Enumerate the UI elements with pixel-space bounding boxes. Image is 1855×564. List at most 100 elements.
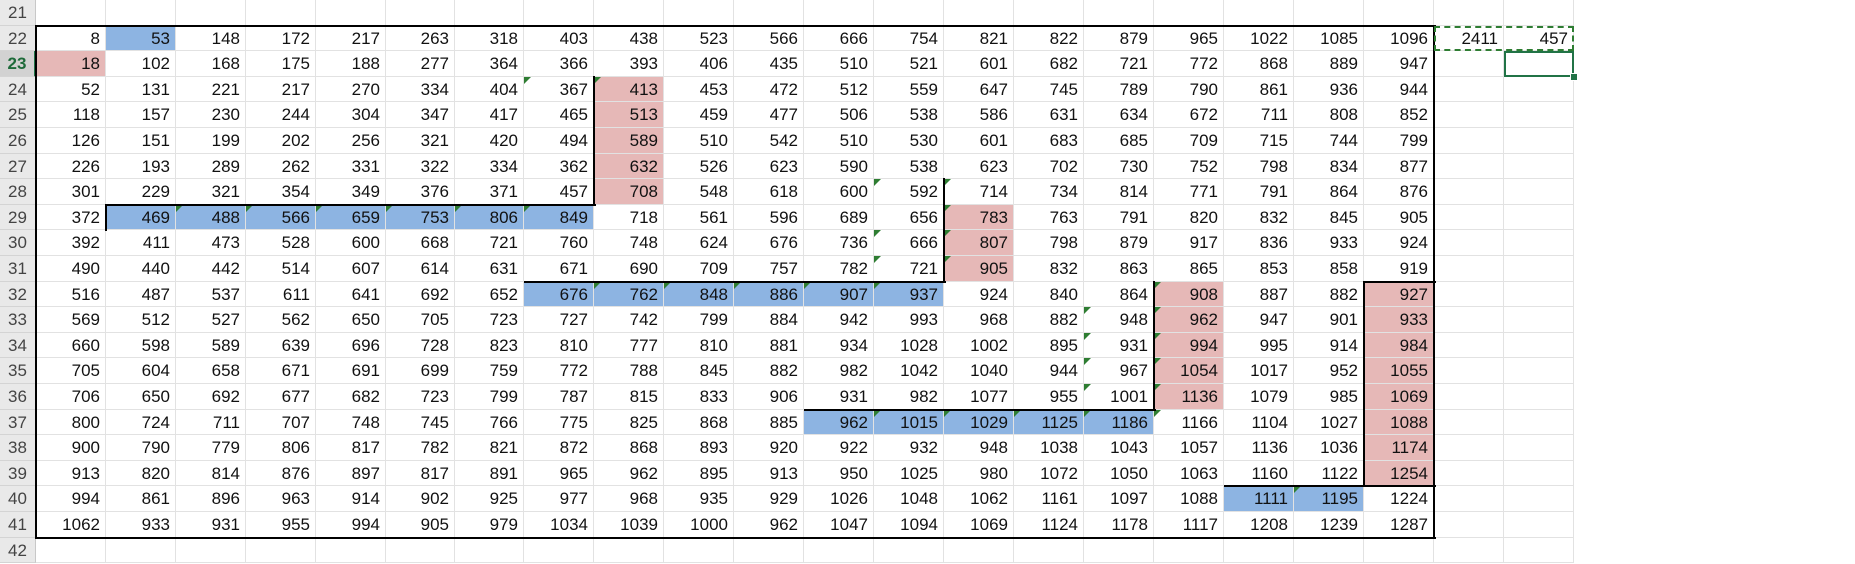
cell[interactable]: 952 [1294, 358, 1364, 384]
row-header[interactable]: 33 [0, 307, 36, 333]
cell[interactable] [36, 0, 106, 26]
cell[interactable]: 639 [246, 333, 316, 358]
cell[interactable]: 962 [1154, 307, 1224, 333]
cell[interactable] [455, 0, 524, 26]
cell[interactable]: 832 [1014, 256, 1084, 282]
cell[interactable]: 763 [1014, 205, 1084, 230]
cell[interactable] [1504, 538, 1574, 563]
cell[interactable] [1504, 77, 1574, 102]
cell[interactable]: 229 [106, 179, 176, 205]
cell[interactable]: 1239 [1294, 512, 1364, 538]
cell[interactable] [1504, 333, 1574, 358]
cell[interactable] [664, 0, 734, 26]
cell[interactable] [1434, 435, 1504, 461]
cell[interactable]: 513 [594, 102, 664, 128]
cell[interactable]: 1161 [1014, 486, 1084, 512]
cell[interactable] [1434, 179, 1504, 205]
cell[interactable]: 1015 [874, 410, 944, 435]
cell[interactable] [176, 0, 246, 26]
cell[interactable]: 516 [36, 282, 106, 307]
cell[interactable] [1014, 538, 1084, 563]
cell[interactable]: 1088 [1154, 486, 1224, 512]
cell[interactable]: 931 [1084, 333, 1154, 358]
cell[interactable] [1504, 358, 1574, 384]
cell[interactable]: 696 [316, 333, 386, 358]
cell[interactable]: 175 [246, 51, 316, 77]
cell[interactable]: 631 [1014, 102, 1084, 128]
cell[interactable] [36, 538, 106, 563]
cell[interactable] [1504, 282, 1574, 307]
cell[interactable]: 647 [944, 77, 1014, 102]
cell[interactable]: 631 [455, 256, 524, 282]
cell[interactable]: 1062 [36, 512, 106, 538]
cell[interactable]: 968 [594, 486, 664, 512]
cell[interactable]: 334 [386, 77, 455, 102]
cell[interactable]: 868 [594, 435, 664, 461]
cell[interactable] [1434, 230, 1504, 256]
cell[interactable]: 1186 [1084, 410, 1154, 435]
cell[interactable]: 321 [176, 179, 246, 205]
cell[interactable] [1434, 307, 1504, 333]
cell[interactable]: 671 [524, 256, 594, 282]
cell[interactable]: 787 [524, 384, 594, 410]
cell[interactable]: 782 [386, 435, 455, 461]
row-header[interactable]: 36 [0, 384, 36, 410]
cell[interactable]: 882 [1014, 307, 1084, 333]
cell[interactable]: 876 [246, 461, 316, 486]
cell[interactable]: 1043 [1084, 435, 1154, 461]
cell[interactable]: 934 [804, 333, 874, 358]
cell[interactable]: 453 [664, 77, 734, 102]
cell[interactable]: 1057 [1154, 435, 1224, 461]
cell[interactable]: 406 [664, 51, 734, 77]
cell[interactable]: 887 [1224, 282, 1294, 307]
cell[interactable]: 994 [36, 486, 106, 512]
cell[interactable]: 779 [176, 435, 246, 461]
cell[interactable]: 618 [734, 179, 804, 205]
cell[interactable]: 514 [246, 256, 316, 282]
cell[interactable]: 566 [734, 26, 804, 51]
cell[interactable] [1294, 538, 1364, 563]
cell[interactable] [1434, 486, 1504, 512]
cell[interactable]: 810 [664, 333, 734, 358]
cell[interactable]: 950 [804, 461, 874, 486]
cell[interactable]: 748 [594, 230, 664, 256]
cell[interactable]: 569 [36, 307, 106, 333]
cell[interactable]: 886 [734, 282, 804, 307]
cell[interactable]: 52 [36, 77, 106, 102]
cell[interactable]: 925 [455, 486, 524, 512]
row-header[interactable]: 21 [0, 0, 36, 26]
cell[interactable]: 487 [106, 282, 176, 307]
cell[interactable]: 884 [734, 307, 804, 333]
cell[interactable]: 728 [386, 333, 455, 358]
cell[interactable]: 845 [1294, 205, 1364, 230]
cell[interactable]: 372 [36, 205, 106, 230]
cell[interactable] [1294, 0, 1364, 26]
cell[interactable] [1504, 435, 1574, 461]
cell[interactable]: 709 [664, 256, 734, 282]
cell[interactable]: 614 [386, 256, 455, 282]
cell[interactable] [524, 538, 594, 563]
cell[interactable]: 527 [176, 307, 246, 333]
cell[interactable] [524, 0, 594, 26]
cell[interactable]: 895 [664, 461, 734, 486]
cell[interactable]: 790 [106, 435, 176, 461]
cell[interactable]: 906 [734, 384, 804, 410]
row-header[interactable]: 40 [0, 486, 36, 512]
cell[interactable]: 984 [1364, 333, 1434, 358]
cell[interactable]: 736 [804, 230, 874, 256]
cell[interactable]: 790 [1154, 77, 1224, 102]
cell[interactable] [1224, 0, 1294, 26]
cell[interactable]: 861 [1224, 77, 1294, 102]
cell[interactable] [1504, 179, 1574, 205]
cell[interactable]: 1174 [1364, 435, 1434, 461]
cell[interactable]: 562 [246, 307, 316, 333]
cell[interactable] [1504, 205, 1574, 230]
cell[interactable]: 882 [734, 358, 804, 384]
cell[interactable]: 782 [804, 256, 874, 282]
cell[interactable]: 754 [874, 26, 944, 51]
cell[interactable]: 168 [176, 51, 246, 77]
cell[interactable]: 901 [1294, 307, 1364, 333]
cell[interactable] [1504, 512, 1574, 538]
cell[interactable]: 718 [594, 205, 664, 230]
cell[interactable]: 1028 [874, 333, 944, 358]
